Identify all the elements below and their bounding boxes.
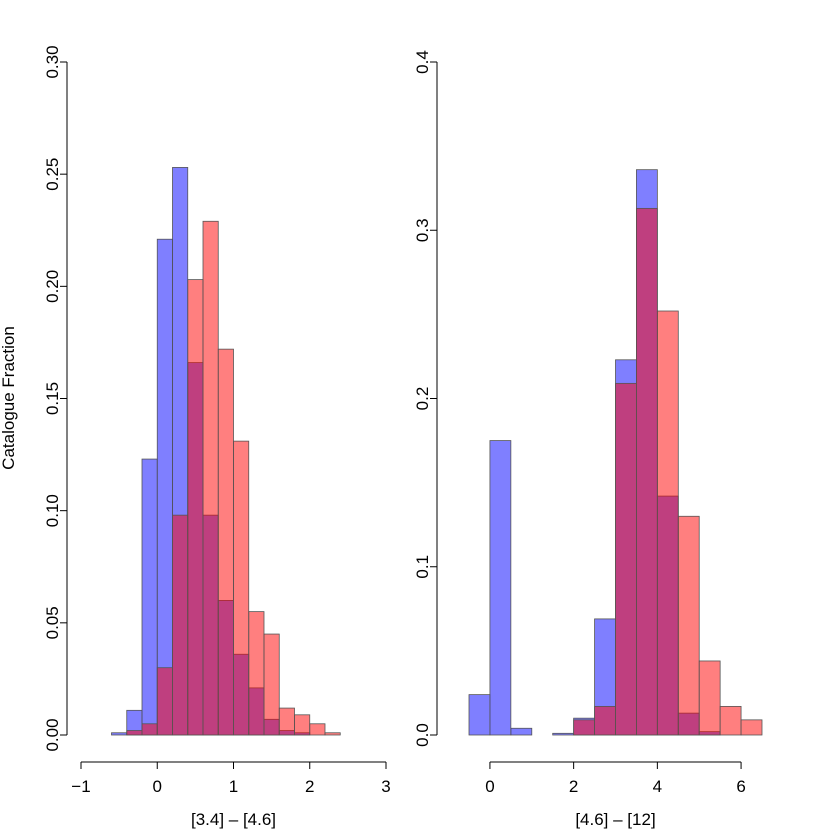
red-bar-8	[248, 611, 265, 736]
red-bar-4	[656, 310, 679, 736]
red-bar-8	[740, 719, 763, 736]
y-tick-label: 0.25	[43, 158, 62, 191]
red-bar-13	[324, 732, 341, 736]
x-tick-label: 1	[229, 777, 238, 796]
x-tick-label: 6	[736, 777, 745, 796]
red-bar-2	[156, 667, 173, 736]
y-tick-label: 0.10	[43, 494, 62, 527]
blue-bar-2	[510, 727, 533, 736]
x-tick-label: 0	[485, 777, 494, 796]
blue-bar-0	[111, 732, 128, 736]
red-bar-10	[278, 707, 295, 736]
x-tick-label: 3	[381, 777, 390, 796]
left-histogram-panel: 0.00 0.05 0.10 0.15 0.20 0.25 0.30 −1 0 1 2 3 [3.4] …	[43, 45, 391, 829]
red-bar-2	[615, 382, 637, 736]
red-bar-5	[677, 515, 700, 736]
y-tick-label: 0.2	[413, 387, 432, 411]
x-axis-title: [3.4] – [4.6]	[191, 810, 276, 829]
red-bar-12	[309, 723, 326, 736]
red-bar-7	[719, 705, 742, 736]
y-tick-label: 0.1	[413, 555, 432, 579]
blue-bar-0	[468, 694, 491, 736]
right-histogram-panel: 0.0 0.1 0.2 0.3 0.4 0 2 4 6 [4.6] – [12]	[413, 50, 763, 829]
y-axis-title: Catalogue Fraction	[0, 326, 18, 470]
red-bar-5	[202, 220, 219, 736]
y-tick-label: 0.15	[43, 382, 62, 415]
blue-bar-1	[489, 440, 512, 736]
x-tick-label: 4	[653, 777, 662, 796]
blue-bar-4	[552, 732, 575, 736]
y-tick-label: 0.4	[413, 50, 432, 74]
red-bar-3	[172, 514, 189, 736]
red-bar-7	[233, 440, 250, 736]
x-tick-label: −1	[71, 777, 90, 796]
blue-bar-3	[156, 238, 173, 736]
x-tick-label: 0	[153, 777, 162, 796]
y-tick-label: 0.0	[413, 723, 432, 747]
red-bar-0	[126, 730, 143, 736]
blue-bar-2	[141, 458, 158, 736]
red-bar-1	[141, 723, 158, 736]
y-tick-label: 0.05	[43, 606, 62, 639]
x-tick-label: 2	[569, 777, 578, 796]
x-tick-label: 2	[305, 777, 314, 796]
red-bar-1	[594, 705, 616, 736]
y-tick-label: 0.20	[43, 270, 62, 303]
red-bar-11	[294, 714, 311, 736]
red-bar-3	[636, 207, 658, 736]
red-bar-0	[573, 719, 595, 736]
red-bar-4	[187, 279, 204, 736]
x-axis-title: [4.6] – [12]	[575, 810, 655, 829]
red-bar-6	[217, 348, 234, 736]
red-bar-6	[698, 660, 721, 736]
y-tick-label: 0.30	[43, 45, 62, 78]
y-tick-label: 0.3	[413, 218, 432, 242]
y-tick-label: 0.00	[43, 718, 62, 751]
red-bar-9	[263, 633, 280, 736]
